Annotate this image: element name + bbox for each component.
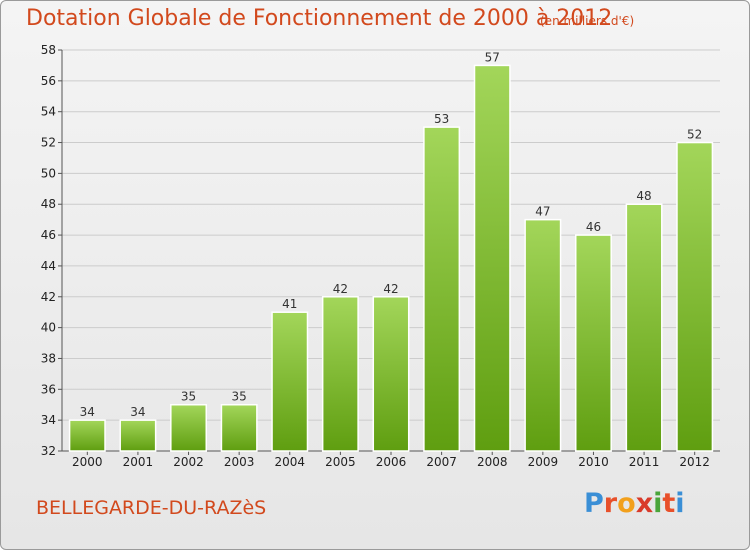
y-tick-label: 38 bbox=[41, 351, 56, 365]
bar-2011 bbox=[625, 203, 663, 452]
x-tick-label-2000: 2000 bbox=[72, 455, 103, 469]
bar-2003 bbox=[220, 403, 258, 452]
labels: 32 34 36 38 40 42 44 46 48 50 52 54 56 58 34 2000 34 2001… bbox=[41, 43, 710, 469]
y-tick-label: 44 bbox=[41, 259, 56, 273]
y-tick-label: 32 bbox=[41, 444, 56, 458]
y-tick-label: 42 bbox=[41, 290, 56, 304]
x-tick-label-2007: 2007 bbox=[426, 455, 457, 469]
data-label-2001: 34 bbox=[130, 405, 145, 419]
x-tick-label-2005: 2005 bbox=[325, 455, 356, 469]
x-tick-label-2004: 2004 bbox=[274, 455, 305, 469]
x-tick-label-2001: 2001 bbox=[123, 455, 154, 469]
bars bbox=[68, 64, 714, 452]
x-tick-label-2008: 2008 bbox=[477, 455, 508, 469]
logo-letter: r bbox=[603, 488, 618, 519]
bar-2012 bbox=[676, 141, 714, 452]
logo-letter: t bbox=[662, 488, 676, 519]
y-tick-label: 36 bbox=[41, 382, 56, 396]
y-tick-label: 54 bbox=[41, 105, 56, 119]
bar-2007 bbox=[423, 126, 461, 452]
y-tick-label: 48 bbox=[41, 197, 56, 211]
bar-2000 bbox=[68, 419, 106, 452]
chart-title: Dotation Globale de Fonctionnement de 20… bbox=[26, 6, 613, 31]
x-tick-label-2011: 2011 bbox=[629, 455, 660, 469]
logo-letter: i bbox=[653, 488, 663, 519]
data-label-2012: 52 bbox=[687, 128, 702, 142]
data-label-2007: 53 bbox=[434, 112, 449, 126]
logo-letter: x bbox=[635, 488, 654, 519]
data-label-2002: 35 bbox=[181, 390, 196, 404]
x-tick-label-2010: 2010 bbox=[578, 455, 609, 469]
data-label-2009: 47 bbox=[535, 205, 550, 219]
y-tick-label: 50 bbox=[41, 166, 56, 180]
logo-letter: P bbox=[584, 488, 604, 519]
data-label-2008: 57 bbox=[485, 50, 500, 64]
bar-2004 bbox=[271, 311, 309, 452]
x-tick-label-2002: 2002 bbox=[173, 455, 204, 469]
data-label-2000: 34 bbox=[80, 405, 95, 419]
data-label-2011: 48 bbox=[636, 189, 651, 203]
x-tick-label-2006: 2006 bbox=[376, 455, 407, 469]
x-tick-label-2003: 2003 bbox=[224, 455, 255, 469]
x-tick-label-2009: 2009 bbox=[528, 455, 559, 469]
y-tick-label: 58 bbox=[41, 43, 56, 57]
proxiti-logo: Proxiti bbox=[584, 488, 685, 519]
bar-2002 bbox=[170, 403, 208, 452]
data-label-2010: 46 bbox=[586, 220, 601, 234]
y-tick-label: 56 bbox=[41, 74, 56, 88]
data-label-2006: 42 bbox=[383, 282, 398, 296]
bar-2009 bbox=[524, 218, 562, 452]
y-tick-label: 52 bbox=[41, 136, 56, 150]
bar-2010 bbox=[574, 234, 612, 452]
data-label-2003: 35 bbox=[232, 390, 247, 404]
data-label-2005: 42 bbox=[333, 282, 348, 296]
logo-letter: i bbox=[675, 488, 685, 519]
logo-letter: o bbox=[617, 488, 636, 519]
bar-2005 bbox=[321, 296, 359, 452]
bar-2008 bbox=[473, 64, 511, 452]
x-tick-label-2012: 2012 bbox=[679, 455, 710, 469]
bar-2006 bbox=[372, 296, 410, 452]
y-tick-label: 40 bbox=[41, 321, 56, 335]
chart-unit-note: (en milliers d'€) bbox=[540, 14, 635, 28]
y-tick-label: 46 bbox=[41, 228, 56, 242]
bar-2001 bbox=[119, 419, 157, 452]
commune-name: BELLEGARDE-DU-RAZèS bbox=[36, 497, 267, 519]
y-tick-label: 34 bbox=[41, 413, 56, 427]
data-label-2004: 41 bbox=[282, 297, 297, 311]
